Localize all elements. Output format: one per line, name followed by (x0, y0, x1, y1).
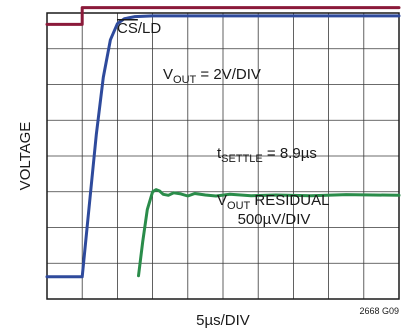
tsettle-main: t (217, 145, 222, 162)
traces (45, 6, 401, 279)
tsettle-value: = 8.9µs (263, 145, 317, 162)
cs-ld-label: CS/LD (117, 20, 161, 37)
vout-label: VOUT = 2V/DIV (163, 66, 261, 86)
plot-frame (46, 12, 400, 300)
vout-main: V (163, 66, 173, 83)
cs-overbar-text: CS (117, 20, 138, 37)
trace-residual (137, 188, 401, 278)
residual-label: VOUT RESIDUAL (217, 192, 329, 212)
vout-sub: OUT (173, 74, 197, 86)
ld-text: /LD (138, 20, 162, 37)
y-axis-label: VOLTAGE (17, 122, 34, 191)
residual-text: RESIDUAL (250, 192, 329, 209)
x-axis-label: 5µs/DIV (196, 312, 250, 329)
tsettle-sub: SETTLE (221, 153, 263, 165)
tsettle-label: tSETTLE = 8.9µs (217, 145, 317, 165)
residual-scale-label: 500µV/DIV (238, 211, 311, 228)
residual-main: V (217, 192, 227, 209)
trace-cs-ld (45, 6, 401, 26)
grid (47, 13, 399, 299)
residual-sub: OUT (227, 200, 251, 212)
vout-scale: = 2V/DIV (196, 66, 261, 83)
figure-id: 2668 G09 (359, 306, 399, 316)
trace-vout (45, 14, 401, 279)
